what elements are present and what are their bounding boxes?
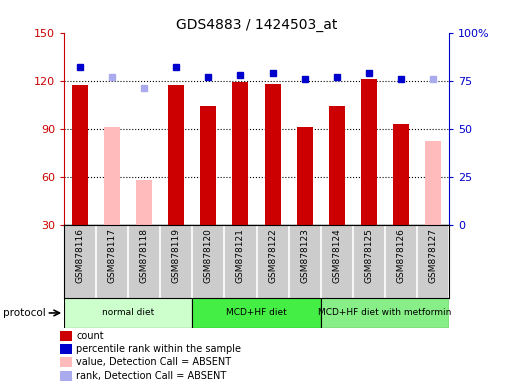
Bar [72, 86, 88, 225]
Text: GSM878118: GSM878118 [140, 228, 149, 283]
Text: GSM878117: GSM878117 [108, 228, 117, 283]
Bar [265, 84, 281, 225]
Text: GSM878120: GSM878120 [204, 228, 213, 283]
Text: GSM878119: GSM878119 [172, 228, 181, 283]
Text: GSM878124: GSM878124 [332, 228, 341, 283]
Text: rank, Detection Call = ABSENT: rank, Detection Call = ABSENT [76, 371, 226, 381]
Text: GSM878116: GSM878116 [75, 228, 85, 283]
Text: percentile rank within the sample: percentile rank within the sample [76, 344, 241, 354]
Bar [136, 180, 152, 225]
Text: GSM878121: GSM878121 [236, 228, 245, 283]
Bar [321, 298, 449, 328]
Bar [61, 331, 72, 341]
Bar [104, 127, 120, 225]
Text: MCD+HF diet: MCD+HF diet [226, 308, 287, 318]
Text: GSM878126: GSM878126 [396, 228, 405, 283]
Text: GSM878122: GSM878122 [268, 228, 277, 283]
Text: GSM878125: GSM878125 [364, 228, 373, 283]
Bar [64, 298, 192, 328]
Bar [61, 344, 72, 354]
Bar [61, 357, 72, 367]
Bar [232, 82, 248, 225]
Bar [329, 106, 345, 225]
Bar [425, 141, 441, 225]
Text: value, Detection Call = ABSENT: value, Detection Call = ABSENT [76, 357, 231, 367]
Text: GSM878127: GSM878127 [428, 228, 438, 283]
Bar [393, 124, 409, 225]
Text: normal diet: normal diet [102, 308, 154, 318]
Title: GDS4883 / 1424503_at: GDS4883 / 1424503_at [176, 18, 337, 31]
Bar [168, 86, 184, 225]
Bar [61, 371, 72, 381]
Text: MCD+HF diet with metformin: MCD+HF diet with metformin [318, 308, 451, 318]
Bar [361, 79, 377, 225]
Bar [192, 298, 321, 328]
Text: count: count [76, 331, 104, 341]
Text: GSM878123: GSM878123 [300, 228, 309, 283]
Bar [201, 106, 216, 225]
Bar [297, 127, 312, 225]
Text: protocol: protocol [3, 308, 45, 318]
